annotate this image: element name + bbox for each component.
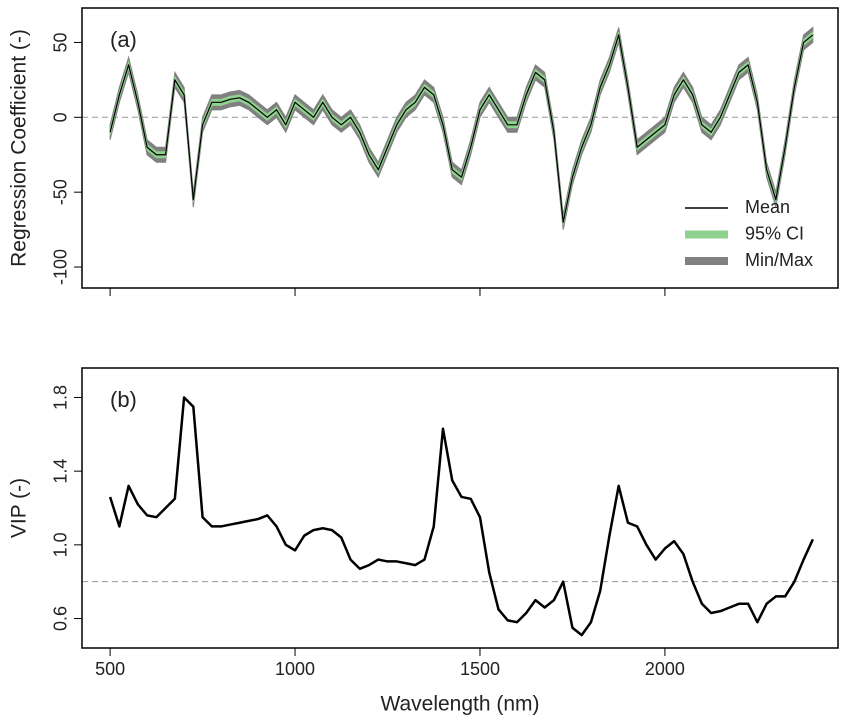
legend-label: Min/Max: [745, 250, 813, 270]
x-tick-label: 2000: [645, 659, 685, 679]
x-tick-label: 1000: [275, 659, 315, 679]
x-tick-label: 500: [95, 659, 125, 679]
y-tick-label: 50: [51, 32, 71, 52]
legend-label: 95% CI: [745, 223, 804, 243]
panel-label: (b): [110, 387, 137, 412]
y-tick-label: 1.8: [51, 385, 71, 410]
band: [109, 30, 814, 226]
band: [109, 26, 814, 230]
plot-frame: [81, 7, 839, 289]
legend-label: Mean: [745, 197, 790, 217]
y-tick-label: 1.0: [51, 532, 71, 557]
y-axis-label: VIP (-): [8, 478, 31, 538]
y-tick-label: -50: [51, 179, 71, 205]
plot-frame: [81, 367, 839, 649]
y-tick-label: 0: [51, 112, 71, 122]
line: [108, 396, 814, 637]
line: [109, 34, 814, 223]
panel-label: (a): [110, 27, 137, 52]
y-tick-label: -100: [51, 249, 71, 285]
x-tick-label: 1500: [460, 659, 500, 679]
y-tick-label: 1.4: [51, 459, 71, 484]
y-axis-label: Regression Coefficient (-): [8, 29, 31, 267]
y-tick-label: 0.6: [51, 606, 71, 631]
x-axis-label: Wavelength (nm): [380, 693, 539, 716]
